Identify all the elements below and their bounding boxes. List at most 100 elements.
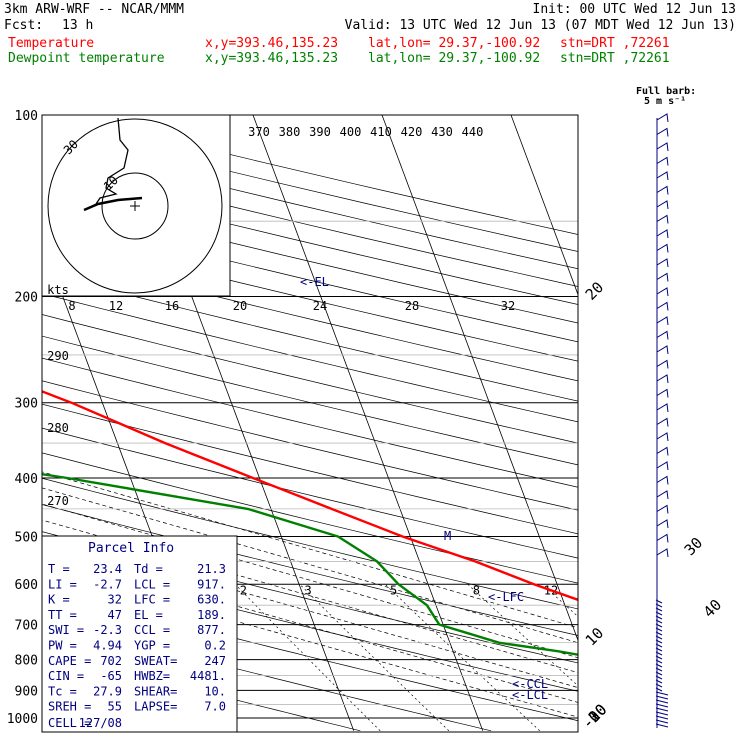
- inset-scale-label-32: 32: [501, 299, 515, 313]
- parcel-row-2-cell-0: K =: [48, 593, 70, 607]
- wind-barb: [655, 707, 669, 712]
- wind-barb: [655, 639, 663, 644]
- wind-barb: [656, 475, 669, 485]
- lcl-marker: <-LCL: [512, 688, 548, 702]
- wind-barb: [655, 691, 669, 696]
- pressure-label-100: 100: [15, 109, 38, 124]
- theta-label-390: 390: [309, 125, 331, 139]
- parcel-row-8-cell-2: SHEAR=: [134, 684, 177, 698]
- parcel-row-7-cell-2: HWBZ=: [134, 669, 170, 683]
- wind-barb: [656, 214, 669, 224]
- forecast-label: Fcst:: [4, 18, 44, 33]
- dewpoint-latlon: lat,lon= 29.37,-100.92: [368, 51, 541, 66]
- mixing-ratio-label-3: 3: [304, 584, 311, 598]
- isotherm-label-40: 40: [700, 596, 726, 622]
- parcel-row-5-cell-1: 4.94: [93, 639, 122, 653]
- theta-label-400: 400: [340, 125, 362, 139]
- wind-barb: [655, 643, 663, 648]
- wind-barb: [656, 156, 669, 166]
- parcel-row-8-cell-1: 27.9: [93, 684, 122, 698]
- wind-barb: [656, 374, 669, 384]
- wind-barb: [655, 627, 663, 632]
- wind-barb: [655, 719, 669, 724]
- wind-barb: [656, 258, 669, 268]
- temperature-legend: Temperature: [8, 36, 95, 51]
- moist-adiabat-16: [42, 535, 578, 689]
- inset-scale-label-12: 12: [109, 299, 123, 313]
- pressure-label-1000: 1000: [7, 712, 38, 727]
- inset-scale-label-kts: kts: [47, 283, 69, 297]
- parcel-row-0-cell-1: 23.4: [93, 562, 122, 576]
- inset-scale-label-270: 270: [47, 494, 69, 508]
- pressure-label-500: 500: [15, 530, 38, 545]
- wind-barb: [656, 200, 669, 210]
- wind-barb: [656, 446, 669, 456]
- theta-label-430: 430: [431, 125, 453, 139]
- wind-barb: [655, 679, 663, 684]
- wind-barb: [656, 287, 669, 297]
- inset-scale-label-8: 8: [68, 299, 75, 313]
- hodograph-ring-outer: [47, 118, 223, 294]
- mixing-ratio-line-8: [467, 583, 578, 687]
- wind-barb: [656, 243, 669, 253]
- hodograph-trace-upper: [95, 117, 129, 205]
- theta-label-380: 380: [279, 125, 301, 139]
- wind-barb: [655, 611, 663, 616]
- wind-barb: [656, 548, 669, 558]
- dry-adiabat-370: [42, 357, 578, 488]
- theta-label-440: 440: [462, 125, 484, 139]
- parcel-row-4-cell-2: CCL =: [134, 623, 170, 637]
- parcel-row-7-cell-3: 4481.: [190, 669, 226, 683]
- wind-barb: [655, 655, 663, 660]
- parcel-row-4-cell-1: -2.3: [93, 623, 122, 637]
- wind-barb: [656, 461, 669, 471]
- dry-adiabat-330: [42, 452, 578, 584]
- parcel-row-3-cell-2: EL =: [134, 608, 163, 622]
- wind-barb: [656, 185, 669, 195]
- dry-adiabat-310: [42, 504, 578, 636]
- theta-label-370: 370: [248, 125, 270, 139]
- wind-barb: [655, 667, 663, 672]
- pressure-label-600: 600: [15, 578, 38, 593]
- mixing-ratio-line-20: [640, 584, 740, 731]
- parcel-cell-value: 127/08: [79, 716, 122, 730]
- mixing-ratio-line-3: [299, 583, 450, 732]
- wind-barb: [655, 675, 663, 680]
- mixing-ratio-label-20: 20: [642, 584, 656, 598]
- init-time: Init: 00 UTC Wed 12 Jun 13: [532, 2, 737, 17]
- dewpoint-xy: x,y=393.46,135.23: [205, 51, 339, 66]
- wind-barb: [655, 607, 663, 612]
- plot-frame: [41, 114, 579, 733]
- wind-barb: [656, 330, 669, 340]
- isotherm-0: [252, 115, 484, 731]
- parcel-row-1-cell-3: 917.: [197, 577, 226, 591]
- wind-barb: [655, 599, 663, 604]
- pressure-label-700: 700: [15, 619, 38, 634]
- wind-barb: [655, 703, 669, 708]
- mixing-ratio-line-5: [384, 583, 540, 732]
- temperature-station: stn=DRT ,72261: [560, 36, 670, 51]
- inset-scale-label-290: 290: [47, 349, 69, 363]
- parcel-row-6-cell-1: 702: [100, 654, 122, 668]
- pressure-label-200: 200: [15, 291, 38, 306]
- parcel-row-5-cell-0: PW =: [48, 639, 77, 653]
- mixing-ratio-label-5: 5: [390, 584, 397, 598]
- parcel-info-title: Parcel Info: [88, 541, 174, 556]
- m-marker: M: [444, 529, 451, 543]
- hodograph-trace-lower: [83, 196, 143, 212]
- wind-barb: [655, 659, 663, 664]
- forecast-hour: 13 h: [62, 18, 94, 33]
- wind-barb: [656, 490, 669, 500]
- parcel-row-3-cell-1: 47: [108, 608, 122, 622]
- inset-scale-label-24: 24: [313, 299, 327, 313]
- model-title: 3km ARW-WRF -- NCAR/MMM: [4, 2, 185, 17]
- parcel-row-9-cell-3: 7.0: [204, 700, 226, 714]
- wind-barb: [655, 711, 669, 716]
- parcel-row-7-cell-0: CIN =: [48, 669, 84, 683]
- parcel-row-0-cell-2: Td =: [134, 562, 163, 576]
- dry-adiabat-380: [42, 335, 578, 466]
- parcel-row-0-cell-3: 21.3: [197, 562, 226, 576]
- lfc-marker: <-LFC: [488, 590, 524, 604]
- pressure-label-800: 800: [15, 654, 38, 669]
